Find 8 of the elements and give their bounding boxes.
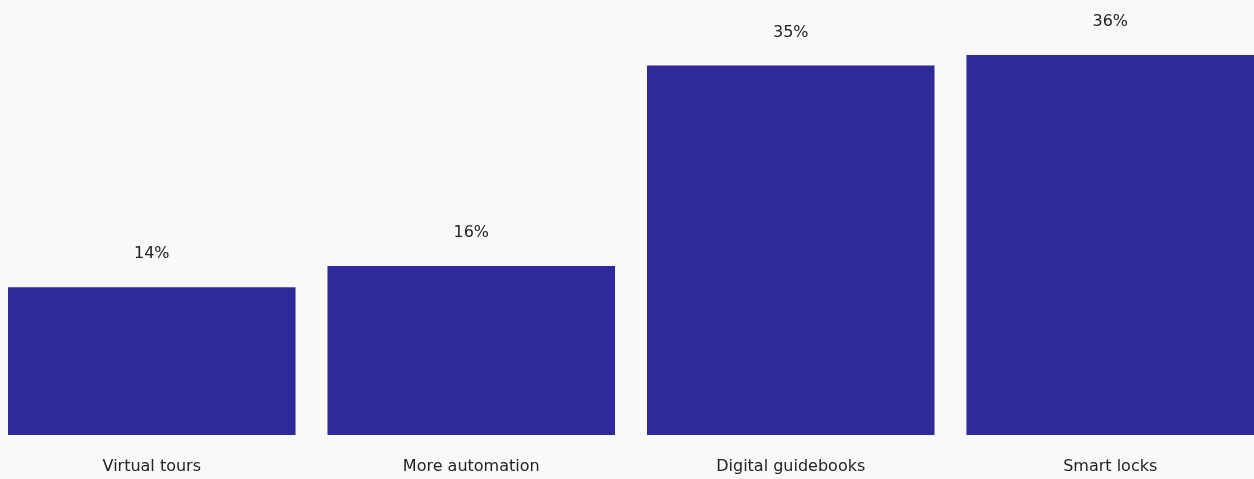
x-tick-label: More automation — [402, 455, 540, 475]
x-tick-label: Virtual tours — [102, 455, 202, 475]
data-label: 16% — [453, 222, 490, 242]
data-label: 35% — [772, 21, 809, 41]
data-label: 36% — [1092, 11, 1129, 30]
data-label: 14% — [133, 243, 170, 263]
x-tick-label: Smart locks — [1063, 455, 1158, 475]
x-tick-label: Digital guidebooks — [716, 455, 866, 475]
